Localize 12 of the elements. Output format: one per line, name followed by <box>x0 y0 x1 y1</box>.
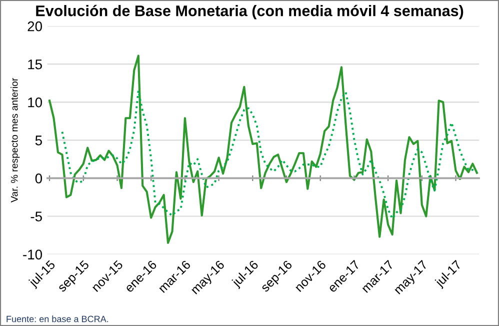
chart-title: Evolución de Base Monetaria (con media móvil 4 semanas) <box>36 4 464 20</box>
line-series <box>61 90 478 220</box>
line-series <box>48 54 478 244</box>
y-tick-label: 15 <box>28 60 42 70</box>
y-tick-label: 0 <box>35 174 42 184</box>
y-axis-title: Var. % respecto mes anterior <box>10 78 20 202</box>
y-tick-label: 20 <box>28 21 42 32</box>
y-tick-label: -10 <box>23 250 42 260</box>
y-tick-label: -5 <box>30 212 42 222</box>
y-tick-label: 5 <box>35 136 42 146</box>
source-note: Fuente: en base a BCRA. <box>6 316 108 322</box>
y-tick-label: 10 <box>28 97 42 108</box>
